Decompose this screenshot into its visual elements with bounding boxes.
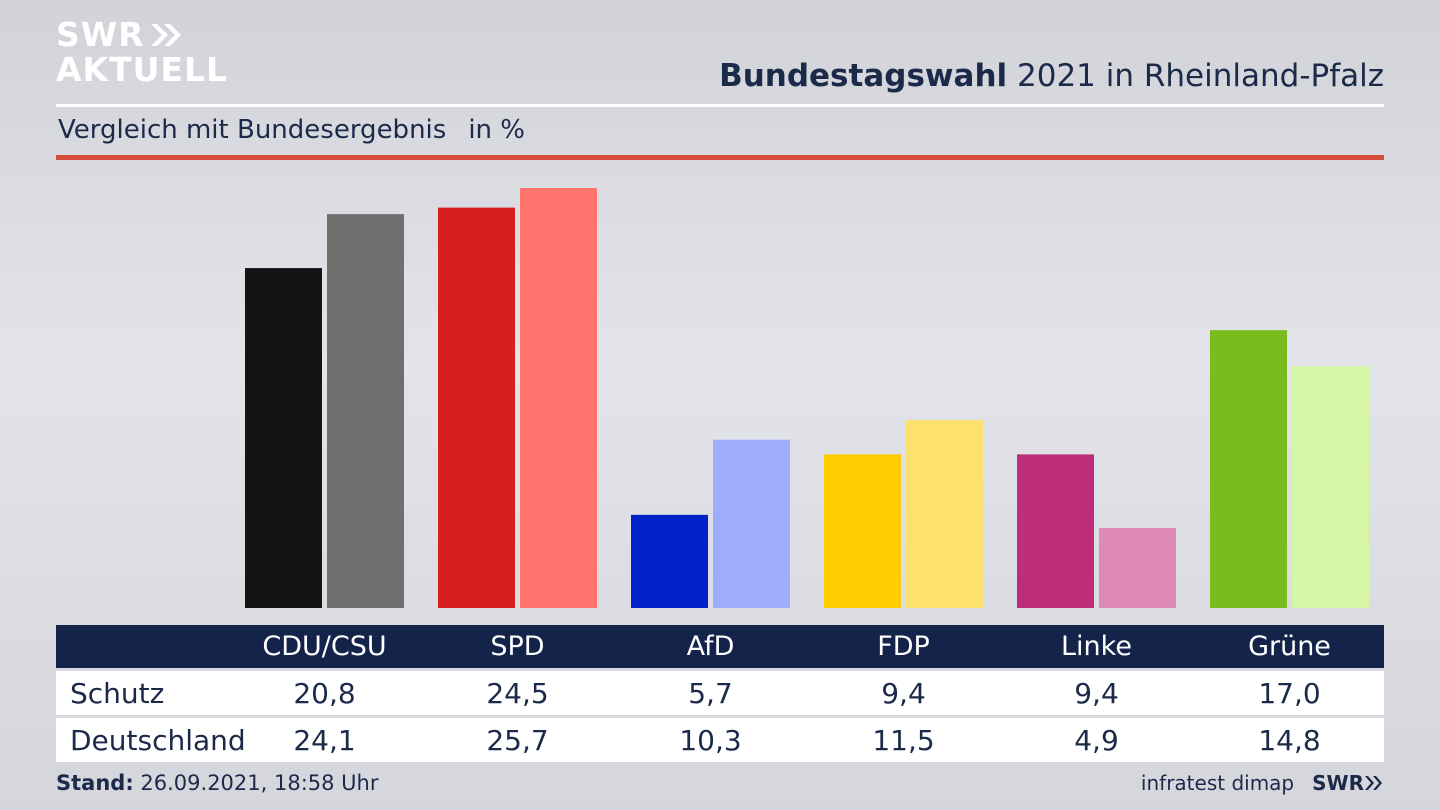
table-row: Schutz 20,8 24,5 5,7 9,4 9,4 17,0 bbox=[56, 671, 1384, 715]
double-chevron-icon bbox=[150, 23, 181, 46]
bar-fdp-schutz bbox=[824, 454, 901, 608]
bar-chart bbox=[245, 188, 1369, 608]
value-cell: 9,4 bbox=[1074, 676, 1119, 710]
row-label: Schutz bbox=[70, 676, 165, 710]
table-row: Deutschland 24,1 25,7 10,3 11,5 4,9 14,8 bbox=[56, 718, 1384, 762]
subtitle-unit: in % bbox=[468, 115, 525, 145]
stand-label: Stand: bbox=[56, 771, 134, 795]
bar-linke-deutschland bbox=[1099, 527, 1176, 608]
swr-brand: SWR bbox=[1312, 771, 1384, 795]
bar-spd-deutschland bbox=[520, 188, 597, 608]
bar-cdu-csu-deutschland bbox=[327, 214, 404, 608]
results-table: CDU/CSU SPD AfD FDP Linke Grüne Schutz 20,8 24… bbox=[56, 625, 1384, 762]
column-header: CDU/CSU bbox=[262, 631, 387, 662]
column-header: Linke bbox=[1061, 631, 1132, 662]
column-header: SPD bbox=[490, 631, 545, 662]
page-title: Bundestagswahl 2021 in Rheinland-Pfalz bbox=[719, 58, 1384, 94]
value-cell: 4,9 bbox=[1074, 723, 1119, 757]
logo-line-1: SWR bbox=[56, 15, 145, 54]
stand-value: 26.09.2021, 18:58 Uhr bbox=[133, 771, 379, 795]
value-cell: 11,5 bbox=[872, 723, 935, 757]
bar-fdp-deutschland bbox=[906, 420, 983, 608]
column-header: Grüne bbox=[1248, 631, 1331, 662]
source-text: infratest dimap bbox=[1140, 771, 1295, 795]
bar-spd-schutz bbox=[438, 207, 515, 608]
title-divider bbox=[56, 104, 1384, 107]
value-cell: 17,0 bbox=[1258, 676, 1321, 710]
timestamp: Stand: 26.09.2021, 18:58 Uhr bbox=[56, 771, 379, 795]
bar-gr-ne-schutz bbox=[1210, 330, 1287, 608]
value-cell: 14,8 bbox=[1258, 723, 1321, 757]
subtitle-text: Vergleich mit Bundesergebnis bbox=[58, 115, 447, 145]
chart-subtitle: Vergleich mit Bundesergebnis in % bbox=[58, 115, 525, 145]
bar-afd-schutz bbox=[631, 514, 708, 608]
accent-divider bbox=[56, 155, 1384, 160]
double-chevron-icon bbox=[1365, 776, 1382, 790]
swr-brand-text: SWR bbox=[1312, 771, 1364, 795]
table-header: CDU/CSU SPD AfD FDP Linke Grüne bbox=[56, 625, 1384, 668]
row-label: Deutschland bbox=[70, 723, 246, 757]
bar-cdu-csu-schutz bbox=[245, 268, 322, 608]
value-cell: 20,8 bbox=[293, 676, 356, 710]
bar-afd-deutschland bbox=[713, 439, 790, 608]
value-cell: 25,7 bbox=[486, 723, 549, 757]
title-bold: Bundestagswahl bbox=[719, 58, 1008, 94]
title-rest: 2021 in Rheinland-Pfalz bbox=[1007, 58, 1384, 94]
source-credit: infratest dimap SWR bbox=[1141, 771, 1384, 795]
logo-line-2: AKTUELL bbox=[56, 50, 229, 89]
value-cell: 24,1 bbox=[293, 723, 356, 757]
column-header: AfD bbox=[686, 631, 735, 662]
value-cell: 10,3 bbox=[679, 723, 742, 757]
column-header: FDP bbox=[877, 631, 930, 662]
bar-linke-schutz bbox=[1017, 454, 1094, 608]
bar-gr-ne-deutschland bbox=[1292, 366, 1369, 608]
value-cell: 9,4 bbox=[881, 676, 926, 710]
swr-aktuell-logo: SWR AKTUELL bbox=[56, 18, 228, 86]
value-cell: 24,5 bbox=[486, 676, 549, 710]
value-cell: 5,7 bbox=[688, 676, 733, 710]
